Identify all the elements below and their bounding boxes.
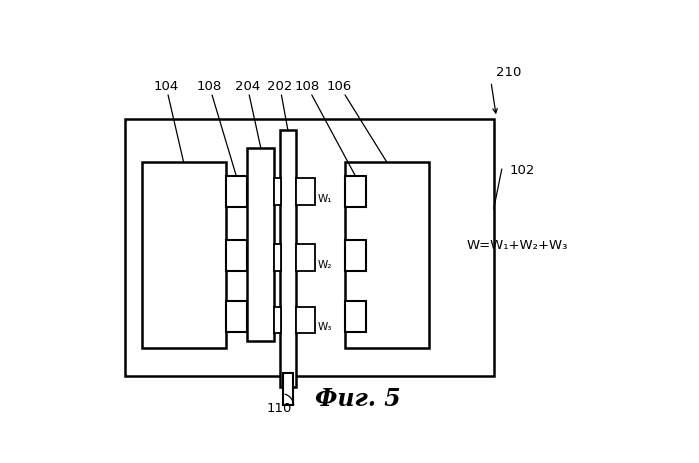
Text: 108: 108	[294, 80, 356, 177]
Bar	[274, 307, 281, 334]
Text: 204: 204	[235, 80, 261, 148]
Bar	[345, 163, 428, 348]
Bar	[274, 244, 281, 271]
Bar	[296, 307, 315, 334]
Bar	[345, 241, 366, 271]
Bar	[141, 163, 226, 348]
Text: 210: 210	[496, 66, 521, 79]
Text: 108: 108	[196, 80, 236, 177]
Bar	[274, 179, 281, 205]
Bar	[125, 120, 493, 376]
Bar	[226, 301, 247, 332]
Text: 202: 202	[267, 80, 292, 131]
Bar	[296, 179, 315, 205]
Text: Фиг. 5: Фиг. 5	[315, 386, 401, 410]
Text: W=W₁+W₂+W₃: W=W₁+W₂+W₃	[467, 238, 568, 251]
Text: W₁: W₁	[317, 194, 332, 203]
Text: W₂: W₂	[317, 259, 332, 269]
Text: 104: 104	[153, 80, 184, 163]
Bar	[345, 301, 366, 332]
Bar	[280, 131, 296, 387]
Bar	[226, 177, 247, 207]
Bar	[296, 244, 315, 271]
Text: 102: 102	[510, 163, 535, 176]
Text: 106: 106	[326, 80, 387, 163]
Text: 110: 110	[267, 401, 292, 414]
Bar	[226, 241, 247, 271]
Bar	[284, 373, 294, 405]
Bar	[247, 148, 274, 341]
Text: W₃: W₃	[317, 322, 332, 332]
Bar	[345, 177, 366, 207]
